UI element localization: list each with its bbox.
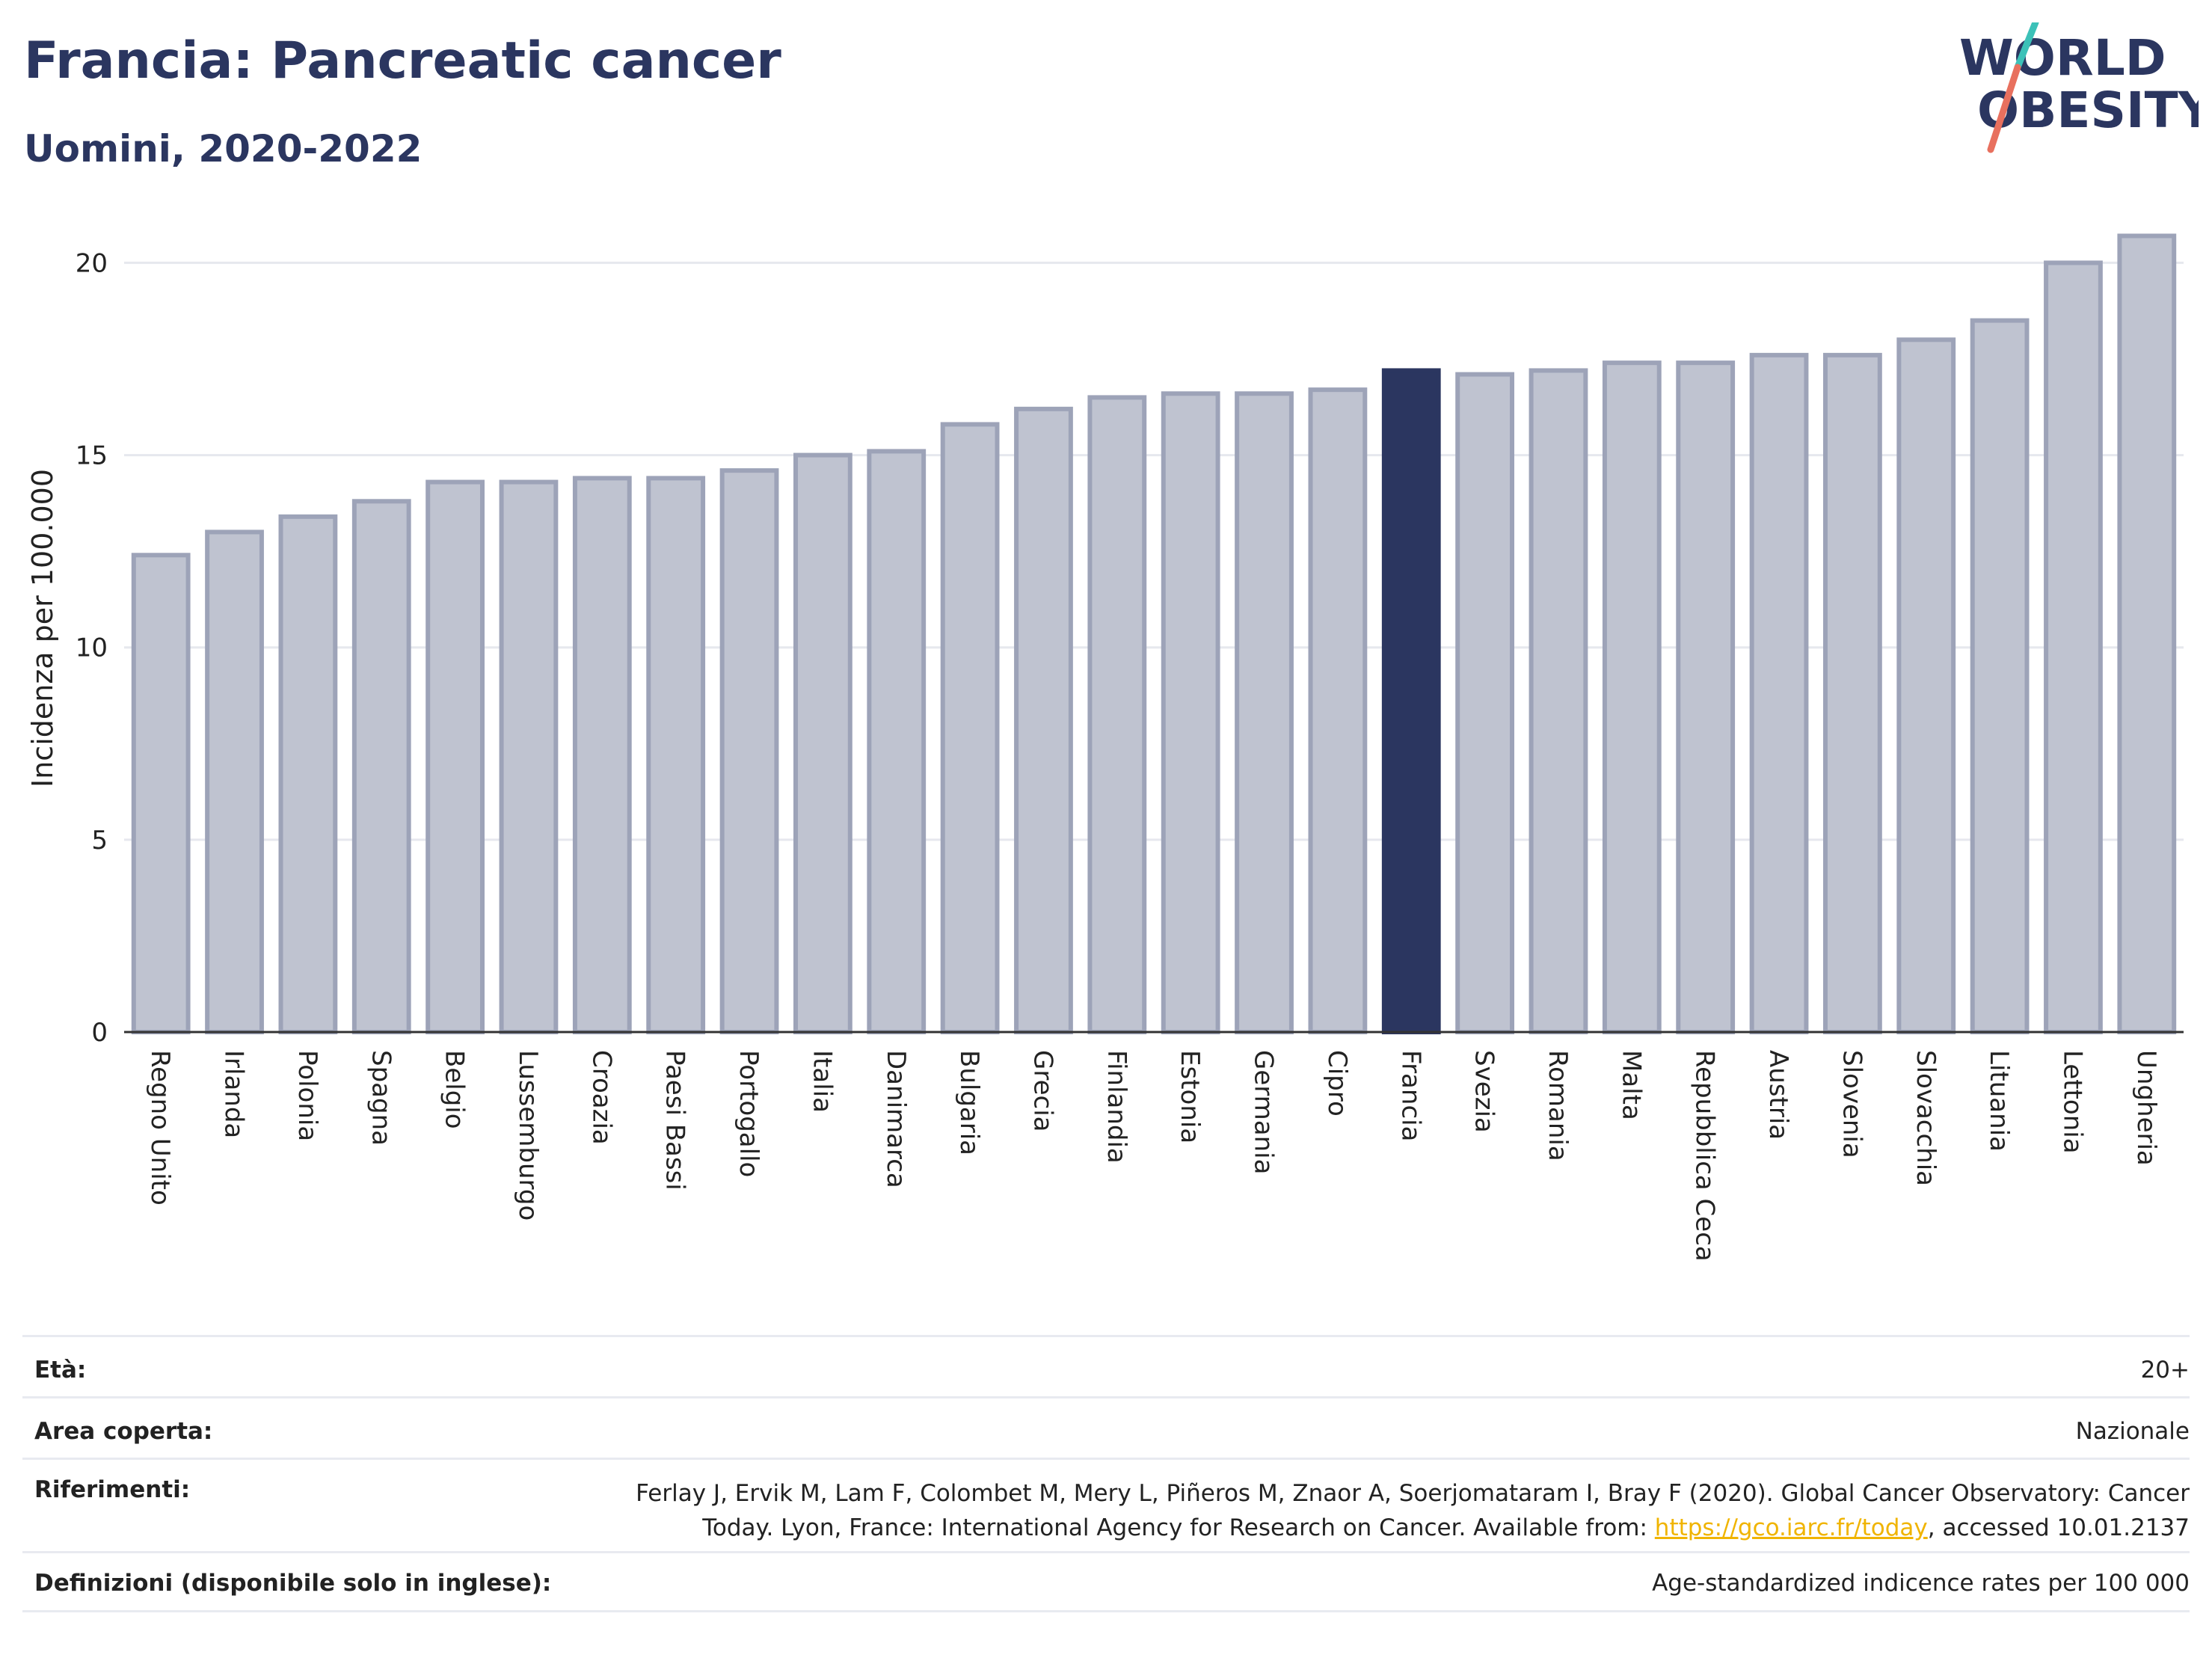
y-tick-label: 20 — [76, 248, 108, 278]
bar — [1602, 360, 1662, 1034]
x-tick-label: Slovenia — [1837, 1050, 1867, 1158]
chart-subtitle: Uomini, 2020-2022 — [24, 127, 423, 171]
footer-row-coverage: Area coperta: Nazionale — [22, 1396, 2190, 1458]
references-text: Ferlay J, Ervik M, Lam F, Colombet M, Me… — [636, 1480, 2190, 1541]
chart-footer: Età: 20+ Area coperta: Nazionale Riferim… — [22, 1335, 2190, 1612]
bar — [646, 476, 706, 1034]
bar — [499, 479, 559, 1034]
x-tick-label: Danimarca — [881, 1050, 911, 1188]
x-tick-label: Cipro — [1322, 1050, 1352, 1117]
logo-slash-coral — [1987, 64, 2021, 153]
x-tick-label: Italia — [807, 1050, 837, 1113]
references-link[interactable]: https://gco.iarc.fr/today — [1654, 1514, 1928, 1541]
age-value: 20+ — [2140, 1357, 2190, 1384]
definitions-value: Age-standardized indicence rates per 100… — [1652, 1570, 2190, 1597]
bar — [1235, 391, 1294, 1034]
x-tick-label: Francia — [1395, 1050, 1425, 1141]
bar — [793, 452, 852, 1034]
bar — [2044, 260, 2103, 1034]
footer-row-references: Riferimenti: Ferlay J, Ervik M, Lam F, C… — [22, 1458, 2190, 1551]
y-tick-label: 15 — [76, 441, 108, 471]
bar — [1896, 337, 1956, 1034]
x-tick-label: Grecia — [1027, 1050, 1057, 1132]
logo-word-obesity: OBESITY — [1977, 82, 2199, 139]
x-tick-label: Finlandia — [1102, 1050, 1131, 1164]
bar — [1087, 395, 1147, 1034]
bar — [1749, 352, 1809, 1035]
bar — [572, 476, 632, 1034]
bar — [940, 422, 1000, 1034]
x-tick-label: Portogallo — [734, 1050, 764, 1177]
bar — [278, 514, 338, 1034]
bar — [867, 449, 927, 1034]
bar — [1676, 360, 1736, 1034]
world-obesity-logo: WORLD OBESITY — [1959, 22, 2199, 153]
x-tick-label: Paesi Bassi — [660, 1050, 690, 1191]
bar — [351, 499, 411, 1034]
references-suffix: , accessed 10.01.2137 — [1927, 1514, 2190, 1541]
x-tick-label: Belgio — [440, 1050, 470, 1129]
y-tick-label: 5 — [91, 826, 108, 856]
bar — [1161, 391, 1220, 1034]
x-tick-label: Polonia — [292, 1050, 322, 1141]
bar-highlight — [1381, 368, 1441, 1034]
x-tick-label: Croazia — [586, 1050, 616, 1145]
x-tick-label: Spagna — [366, 1050, 396, 1146]
x-tick-label: Germania — [1249, 1050, 1279, 1174]
references-label: Riferimenti: — [34, 1476, 191, 1503]
bar — [425, 479, 485, 1034]
x-tick-label: Regno Unito — [145, 1050, 175, 1206]
x-tick-label: Malta — [1616, 1050, 1646, 1120]
coverage-label: Area coperta: — [34, 1418, 213, 1445]
chart-title: Francia: Pancreatic cancer — [24, 31, 781, 90]
bar — [131, 553, 191, 1034]
x-tick-label: Estonia — [1175, 1050, 1205, 1143]
x-tick-label: Lituania — [1984, 1050, 2014, 1152]
references-value: Ferlay J, Ervik M, Lam F, Colombet M, Me… — [582, 1476, 2190, 1545]
y-tick-label: 10 — [76, 633, 108, 663]
bar — [1823, 352, 1882, 1035]
footer-row-age: Età: 20+ — [22, 1335, 2190, 1396]
coverage-value: Nazionale — [2075, 1418, 2190, 1445]
bar — [719, 468, 779, 1034]
x-tick-label: Romania — [1543, 1050, 1573, 1161]
bar — [1455, 372, 1514, 1035]
bar — [2117, 233, 2177, 1034]
y-tick-label: 0 — [91, 1018, 108, 1048]
footer-row-definitions: Definizioni (disponibile solo in inglese… — [22, 1551, 2190, 1612]
definitions-label: Definizioni (disponibile solo in inglese… — [34, 1570, 552, 1597]
logo-slash-teal — [2014, 22, 2039, 71]
x-tick-label: Austria — [1763, 1050, 1793, 1140]
x-tick-label: Lettonia — [2057, 1050, 2087, 1154]
bar — [1014, 406, 1073, 1034]
x-tick-label: Irlanda — [219, 1050, 249, 1138]
bar — [205, 529, 264, 1034]
bar — [1308, 387, 1368, 1034]
x-tick-label: Bulgaria — [954, 1050, 984, 1155]
age-label: Età: — [34, 1357, 87, 1384]
x-tick-label: Repubblica Ceca — [1690, 1050, 1720, 1262]
x-tick-label: Ungheria — [2131, 1050, 2161, 1166]
x-tick-label: Slovacchia — [1911, 1050, 1941, 1186]
bar — [1970, 318, 2030, 1035]
logo-word-world: WORLD — [1959, 29, 2166, 87]
bar-chart: 0 5 10 15 20 Incidenza per 100.000 Regno Unito… — [26, 233, 2184, 1262]
x-tick-label: Lussemburgo — [513, 1050, 543, 1220]
y-axis-label: Incidenza per 100.000 — [26, 469, 59, 787]
x-tick-label: Svezia — [1469, 1050, 1499, 1133]
bar — [1529, 368, 1588, 1034]
